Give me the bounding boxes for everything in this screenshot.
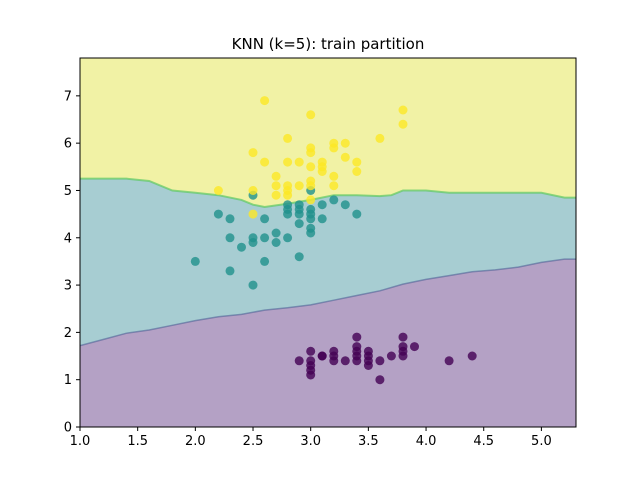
data-point	[306, 228, 316, 238]
data-point	[225, 233, 235, 243]
data-point	[271, 171, 281, 181]
data-point	[398, 105, 408, 115]
data-point	[398, 351, 408, 361]
data-point	[375, 356, 385, 366]
x-tick-label: 2.0	[185, 434, 206, 449]
data-point	[317, 167, 327, 176]
data-point	[386, 351, 396, 361]
x-tick-label: 1.0	[70, 434, 91, 449]
data-point	[363, 361, 373, 370]
data-point	[213, 209, 223, 219]
data-point	[467, 351, 477, 361]
data-point	[317, 214, 327, 224]
data-point	[294, 252, 304, 262]
data-point	[329, 181, 339, 191]
data-point	[294, 181, 304, 191]
region-class-0	[80, 259, 576, 427]
data-point	[329, 195, 339, 205]
data-point	[248, 148, 258, 158]
x-tick-label: 4.0	[416, 434, 437, 449]
data-point	[283, 233, 293, 243]
data-point	[294, 356, 304, 366]
data-point	[248, 238, 258, 247]
data-point	[317, 200, 327, 210]
data-point	[283, 133, 293, 143]
y-tick-label: 5	[64, 184, 72, 199]
y-tick-label: 7	[64, 89, 72, 104]
data-point	[248, 209, 258, 219]
data-point	[294, 157, 304, 167]
chart-title: KNN (k=5): train partition	[232, 35, 425, 53]
data-point	[352, 167, 362, 176]
data-point	[340, 138, 350, 148]
data-point	[306, 346, 316, 356]
data-point	[317, 351, 327, 361]
data-point	[294, 204, 304, 214]
series-class-1	[190, 186, 362, 290]
data-point	[329, 351, 339, 361]
y-tick-label: 4	[64, 231, 72, 246]
data-point	[340, 200, 350, 210]
data-point	[225, 266, 235, 276]
data-point	[294, 219, 304, 229]
data-point	[271, 181, 281, 191]
data-point	[271, 190, 281, 200]
x-tick-label: 3.5	[358, 434, 379, 449]
x-tick-label: 2.5	[243, 434, 264, 449]
data-point	[271, 238, 281, 247]
data-point	[410, 342, 419, 352]
plot-area: 1.0 1.5 2.0 2.5 3.0 3.5 4.0 4.5 5.0 0 1 2 3 4 5 6 7	[64, 57, 577, 449]
y-tick-label: 6	[64, 137, 72, 152]
x-tick-label: 4.5	[473, 434, 494, 449]
series-class-2	[213, 96, 408, 219]
data-point	[306, 162, 316, 172]
data-point	[398, 332, 408, 342]
data-point	[260, 157, 270, 167]
data-point	[375, 375, 385, 385]
data-point	[283, 204, 293, 214]
data-point	[225, 214, 235, 224]
data-point	[190, 256, 200, 266]
data-point	[352, 209, 362, 219]
decision-regions	[80, 58, 576, 427]
x-tick-label: 1.5	[127, 434, 148, 449]
data-point	[260, 256, 270, 266]
data-point	[213, 186, 223, 195]
data-point	[340, 356, 350, 366]
data-point	[375, 133, 385, 143]
data-point	[352, 356, 362, 366]
data-point	[306, 214, 316, 224]
data-point	[306, 181, 316, 191]
y-tick-label: 2	[64, 326, 72, 341]
data-point	[237, 242, 246, 252]
data-point	[306, 195, 316, 205]
data-point	[248, 280, 258, 290]
data-point	[283, 157, 293, 167]
boundary-lower	[80, 258, 576, 347]
data-point	[329, 171, 339, 181]
y-tick-label: 1	[64, 373, 72, 388]
y-tick-label: 0	[64, 421, 72, 436]
series-class-0	[294, 332, 477, 385]
data-point	[329, 143, 339, 153]
plot-frame	[79, 57, 577, 428]
data-point	[398, 119, 408, 129]
data-point	[444, 356, 454, 366]
data-point	[306, 370, 316, 380]
data-point	[260, 214, 270, 224]
y-tick-label: 3	[64, 279, 72, 294]
data-point	[306, 110, 316, 120]
data-point	[283, 186, 293, 195]
data-point	[248, 186, 258, 195]
x-tick-label: 3.0	[300, 434, 321, 449]
x-tick-label: 5.0	[531, 434, 552, 449]
data-point	[271, 228, 281, 238]
data-point	[306, 148, 316, 158]
data-point	[340, 152, 350, 162]
data-point	[260, 233, 270, 243]
data-point	[352, 332, 362, 342]
data-point	[352, 157, 362, 167]
data-point	[260, 96, 270, 106]
